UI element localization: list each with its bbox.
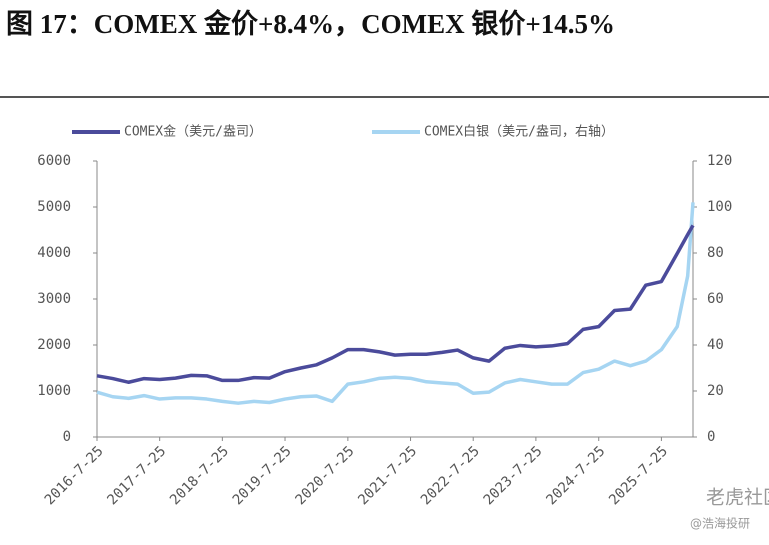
x-tick-label: 2025-7-25 <box>606 443 671 508</box>
legend-label: COMEX金（美元/盎司） <box>124 124 262 140</box>
x-tick-label: 2017-7-25 <box>104 443 169 508</box>
y-tick-label: 2000 <box>37 337 71 353</box>
x-tick-label: 2022-7-25 <box>418 443 483 508</box>
x-tick-label: 2021-7-25 <box>355 443 420 508</box>
series-line <box>96 202 695 405</box>
watermark-author: @浩海投研 <box>690 516 750 531</box>
chart-title: 图 17：COMEX 金价+8.4%，COMEX 银价+14.5% <box>6 9 616 39</box>
x-tick-label: 2018-7-25 <box>167 443 232 508</box>
series-line <box>96 224 695 385</box>
y-tick-label: 0 <box>63 429 71 445</box>
y2-tick-label: 100 <box>707 199 732 215</box>
y-tick-label: 4000 <box>37 245 71 261</box>
y2-tick-label: 20 <box>707 383 724 399</box>
x-tick-label: 2016-7-25 <box>42 443 107 508</box>
y-tick-label: 3000 <box>37 291 71 307</box>
title-rule <box>0 96 769 98</box>
y-tick-label: 1000 <box>37 383 71 399</box>
y2-tick-label: 80 <box>707 245 724 261</box>
x-tick-label: 2020-7-25 <box>293 443 358 508</box>
legend-label: COMEX白银（美元/盎司，右轴） <box>424 124 614 140</box>
watermark-brand: 老虎社区 <box>706 487 769 509</box>
x-tick-label: 2023-7-25 <box>481 443 546 508</box>
x-tick-label: 2024-7-25 <box>543 443 608 508</box>
y-tick-label: 6000 <box>37 153 71 169</box>
y2-tick-label: 40 <box>707 337 724 353</box>
x-tick-label: 2019-7-25 <box>230 443 295 508</box>
y2-tick-label: 0 <box>707 429 715 445</box>
y2-tick-label: 60 <box>707 291 724 307</box>
y2-tick-label: 120 <box>707 153 732 169</box>
y-tick-label: 5000 <box>37 199 71 215</box>
